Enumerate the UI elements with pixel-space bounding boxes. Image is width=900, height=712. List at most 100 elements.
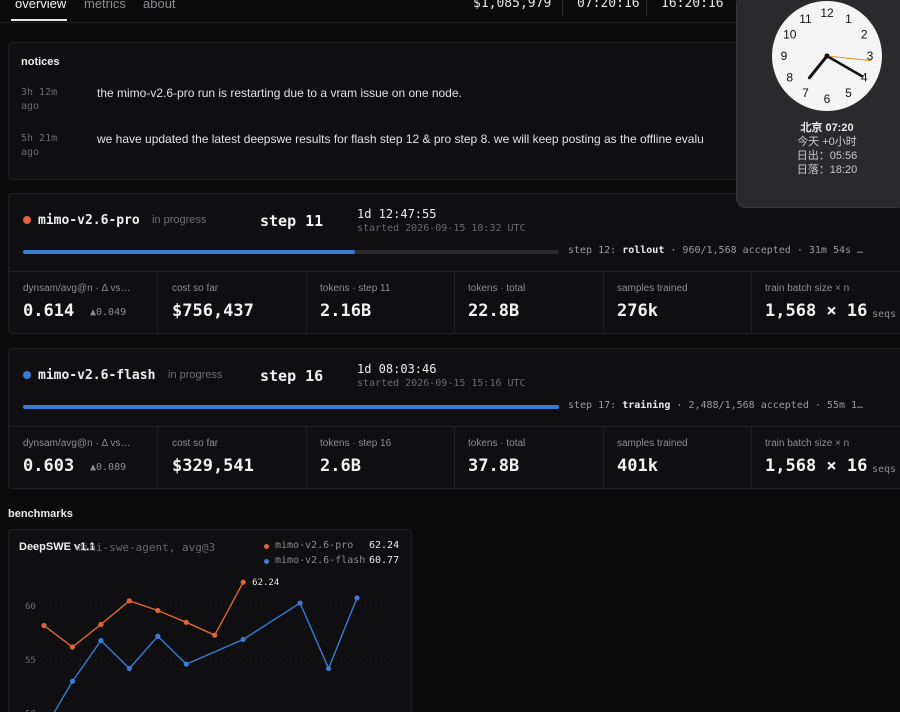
benchmarks-title: benchmarks (8, 508, 73, 520)
world-clock-widget[interactable]: 12 1 2 3 4 5 6 7 8 9 10 11 北京 07:20 今天 +0小时 日出：05:5… (736, 0, 900, 208)
cell-separator (603, 272, 604, 334)
nav-tab-about[interactable]: about (143, 0, 176, 11)
clock-numeral: 8 (786, 71, 793, 85)
clock-offset: 今天 +0小时 (797, 136, 857, 148)
clock-sunset: 日落：18:20 (796, 164, 858, 176)
clock-sunrise: 日出：05:56 (796, 150, 858, 162)
phase-text: step 17: training · 2,488/1,568 accepted… (568, 400, 863, 411)
series-line-0 (43, 581, 244, 648)
metric-value: 1,568 × 16 (765, 456, 868, 476)
notice-time-suffix: ago (21, 147, 40, 158)
metric-delta: ▲0.089 (90, 462, 127, 473)
time-readout-a: 07:20:16 (577, 0, 640, 11)
run-elapsed: 1d 08:03:46 (357, 362, 437, 376)
cell-separator (751, 272, 752, 334)
run-started: started 2026-09-15 10:32 UTC (357, 223, 526, 234)
metric-label: tokens · total (468, 438, 526, 449)
cell-separator (157, 272, 158, 334)
clock-numeral: 5 (845, 86, 852, 100)
clock-numeral: 2 (861, 28, 868, 42)
total-cost-readout: $1,085,979 (473, 0, 552, 11)
progress-bar-fill (23, 250, 356, 254)
metric-value: 22.8B (468, 301, 520, 321)
metric-value: 0.603 (23, 456, 75, 476)
chart-card[interactable] (8, 529, 412, 712)
legend-series-value: 62.24 (369, 540, 400, 551)
run-step: step 11 (260, 212, 324, 230)
run-name[interactable]: mimo-v2.6-pro (38, 213, 140, 228)
run-status-dot (23, 371, 31, 379)
cell-separator (751, 427, 752, 489)
run-elapsed: 1d 12:47:55 (357, 207, 437, 221)
nav-tab-overview[interactable]: overview (15, 0, 67, 11)
run-started: started 2026-09-15 15:16 UTC (357, 378, 526, 389)
cell-separator (454, 272, 455, 334)
clock-numeral: 4 (861, 71, 868, 85)
y-tick-label: 50 (25, 710, 36, 712)
metric-value: $756,437 (172, 301, 254, 321)
metric-label: samples trained (617, 438, 688, 449)
data-point (126, 598, 132, 604)
progress-bar-track (23, 250, 559, 254)
phase-name: rollout (622, 245, 665, 256)
metric-label: dynsam/avg@n · Δ vs… (23, 283, 131, 294)
metric-label: tokens · step 11 (320, 283, 391, 294)
data-point (126, 665, 132, 672)
row-separator (8, 271, 900, 272)
data-point (240, 579, 246, 585)
metric-label: tokens · total (468, 283, 526, 294)
y-tick-label: 55 (25, 656, 36, 666)
clock-second-hand (826, 55, 872, 62)
phase-text: step 12: rollout · 960/1,568 accepted · … (568, 245, 863, 256)
data-point (212, 632, 218, 638)
run-status-dot (23, 216, 31, 224)
cell-separator (306, 272, 307, 334)
clock-numeral: 10 (783, 28, 797, 42)
legend-dot (264, 544, 269, 549)
metric-value: 1,568 × 16 (765, 301, 868, 321)
top-separator (646, 0, 647, 16)
top-rule (0, 22, 900, 23)
metric-label: cost so far (172, 283, 219, 294)
run-step: step 16 (260, 367, 324, 385)
nav-tab-metrics[interactable]: metrics (84, 0, 126, 11)
metric-value: 37.8B (468, 456, 520, 476)
data-point (155, 633, 161, 639)
clock-numeral: 3 (867, 49, 874, 63)
metric-label: samples trained (617, 283, 688, 294)
notice-text: we have updated the latest deepswe resul… (97, 132, 704, 146)
clock-hour-hand (807, 54, 829, 80)
data-point (297, 600, 303, 606)
chart-title: DeepSWE v1.1 (19, 541, 96, 553)
cell-separator (603, 427, 604, 489)
phase-suffix: · 960/1,568 accepted · 31m 54s … (670, 245, 864, 256)
metric-value: 0.614 (23, 301, 75, 321)
clock-numeral: 1 (845, 12, 852, 26)
data-point (183, 619, 189, 625)
metric-label: cost so far (172, 438, 219, 449)
run-status: in progress (168, 369, 223, 381)
nav-tab-underline (11, 19, 67, 21)
notice-text: the mimo-v2.6-pro run is restarting due … (97, 86, 462, 100)
metric-label: train batch size × n (765, 438, 850, 449)
metric-label: train batch size × n (765, 283, 850, 294)
notices-title: notices (21, 56, 60, 68)
y-tick-label: 60 (25, 602, 36, 612)
run-name[interactable]: mimo-v2.6-flash (38, 368, 156, 383)
notice-time-suffix: ago (21, 101, 40, 112)
metric-unit: seqs (872, 309, 897, 320)
legend-series-value: 60.77 (369, 555, 400, 566)
metric-label: dynsam/avg@n · Δ vs… (23, 438, 131, 449)
progress-bar-track (23, 405, 559, 409)
metric-value: 401k (617, 456, 658, 476)
time-readout-b: 16:20:16 (661, 0, 724, 11)
notice-time: 3h 12m ago (21, 86, 57, 114)
clock-city-time: 北京 07:20 (800, 122, 854, 134)
legend-dot (264, 559, 269, 564)
data-point (69, 678, 76, 684)
data-point (69, 644, 76, 650)
metric-value: $329,541 (172, 456, 254, 476)
data-point (98, 621, 104, 628)
